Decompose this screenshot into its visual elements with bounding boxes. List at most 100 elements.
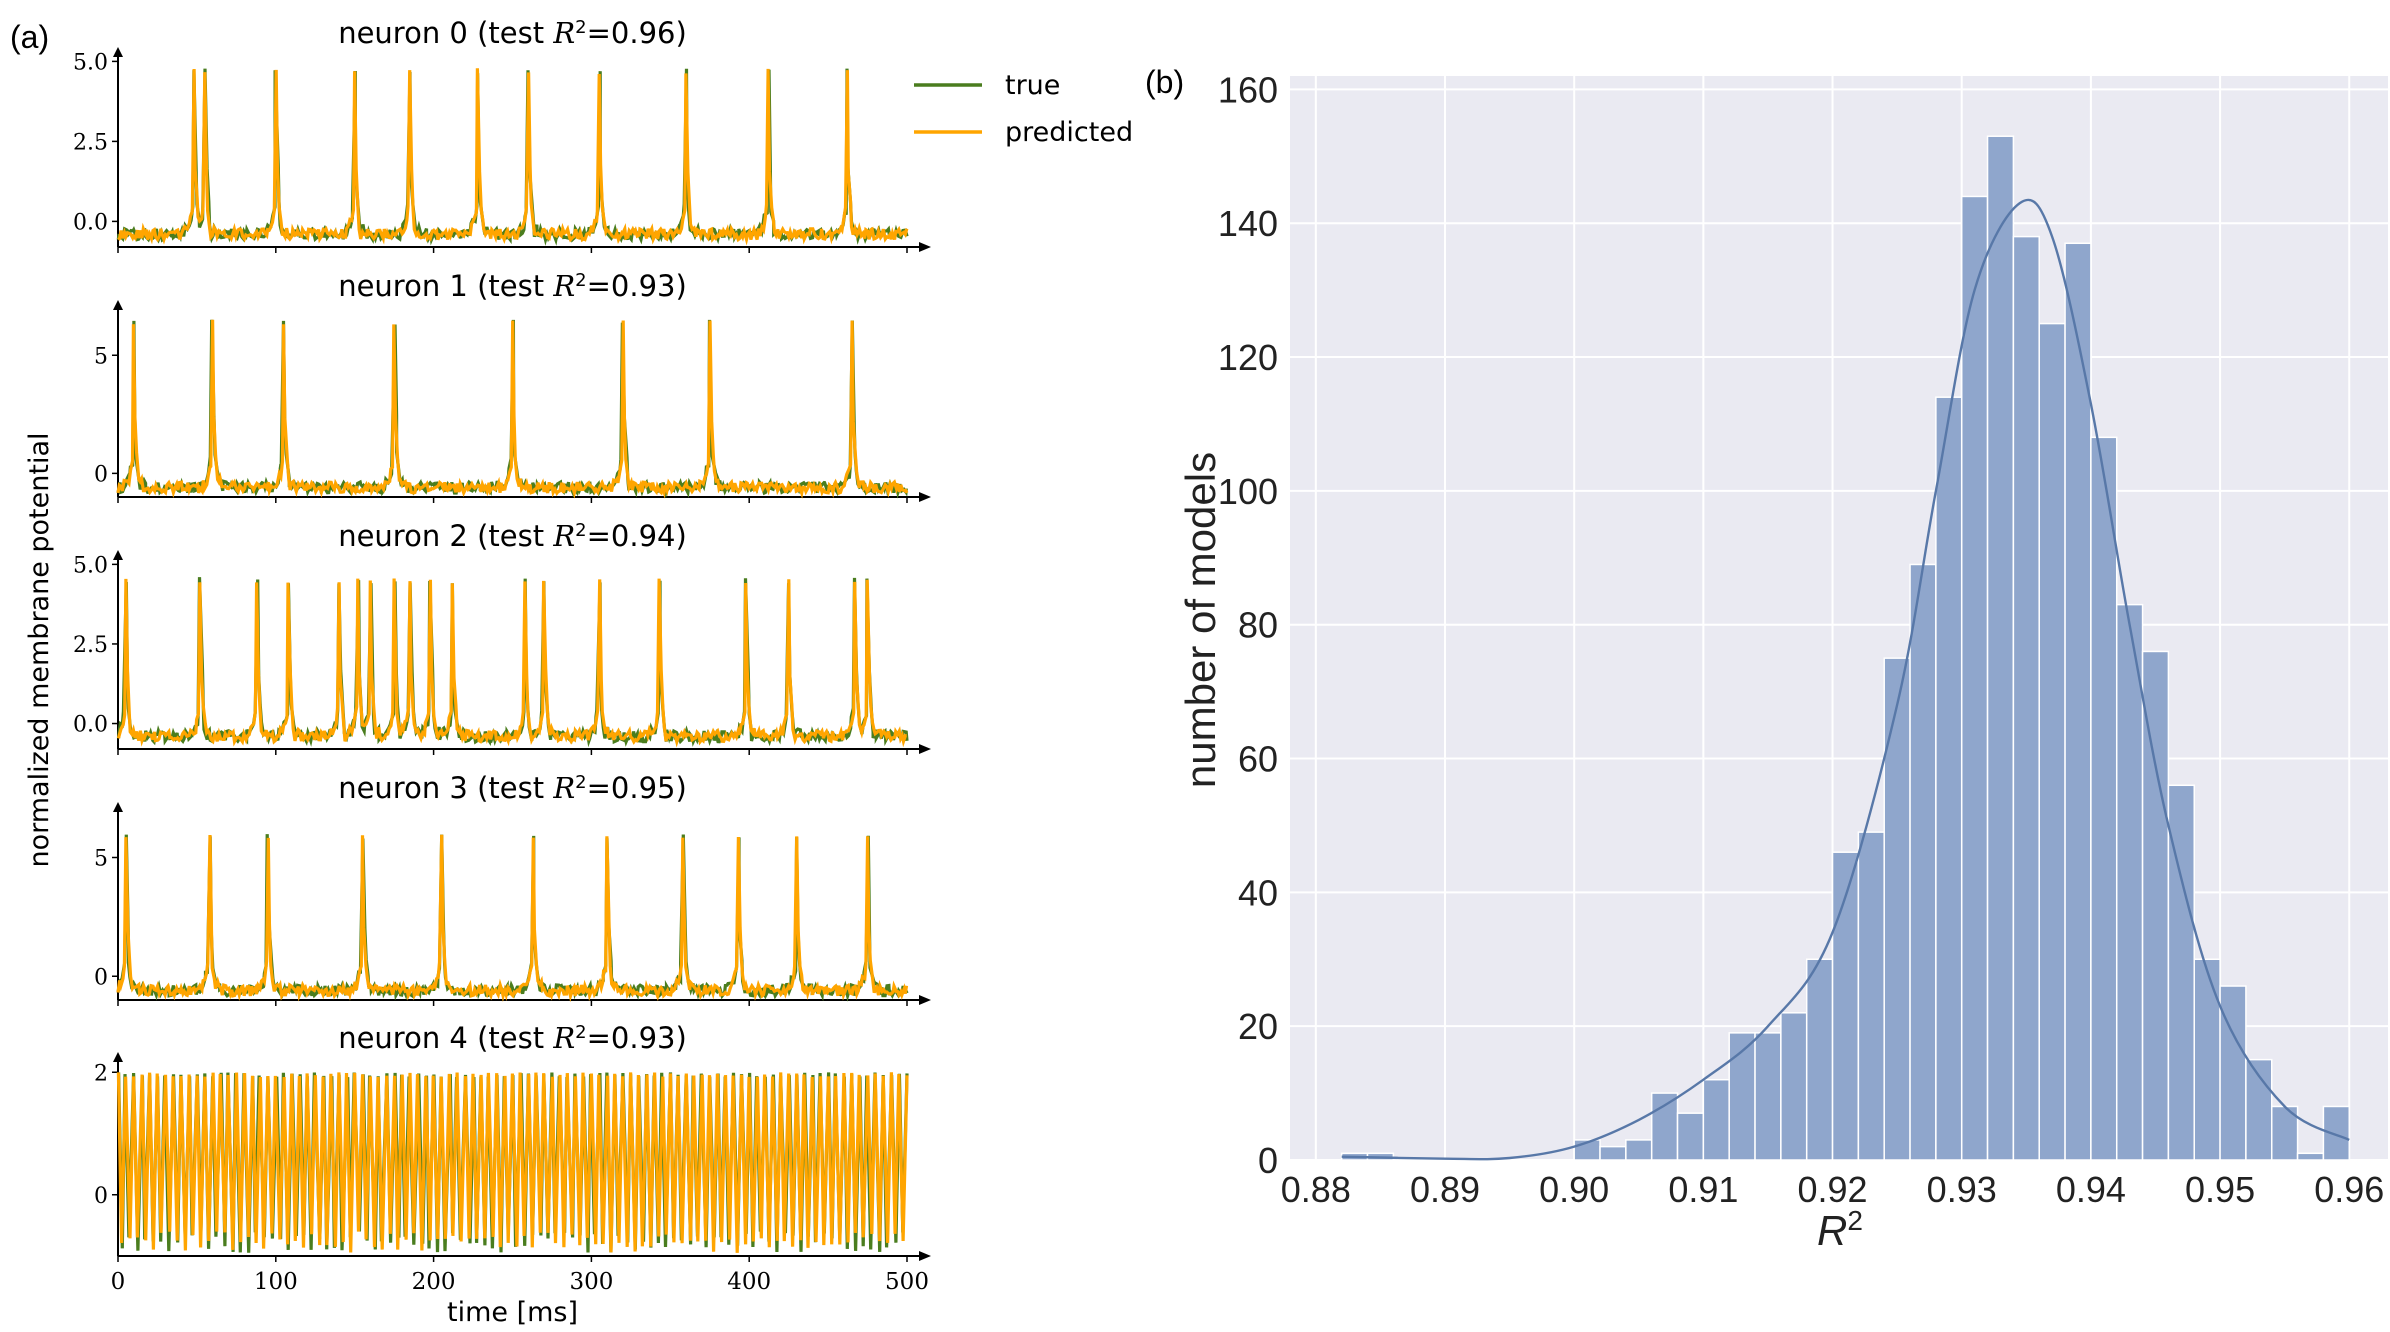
histogram-bar — [2193, 958, 2221, 1161]
predicted-trace — [116, 319, 909, 499]
title-superscript: 2 — [575, 17, 586, 38]
subplot-title: neuron 1 (test R2=0.93) — [338, 269, 687, 303]
x-tick-label: 0.88 — [1281, 1169, 1351, 1210]
histogram-bar — [1986, 135, 2015, 1161]
legend: true predicted — [914, 70, 1133, 148]
title-r2-value: =0.96) — [587, 16, 687, 50]
histogram-bar — [2115, 603, 2144, 1161]
panel-b-ylabel: number of models — [1177, 452, 1224, 788]
predicted-trace — [116, 1072, 909, 1253]
histogram-bar — [1805, 958, 1834, 1161]
y-tick-label: 100 — [1218, 471, 1278, 512]
x-tick-label: 300 — [569, 1269, 613, 1295]
y-tick-label: 2.5 — [73, 130, 108, 155]
predicted-trace — [116, 834, 909, 1003]
y-tick-label: 160 — [1218, 69, 1278, 110]
histogram-bar — [2038, 322, 2066, 1161]
title-r2-value: =0.93) — [587, 1021, 687, 1055]
histogram-bar — [1780, 1012, 1808, 1161]
histogram-bar — [1625, 1139, 1653, 1161]
histogram-bar — [1599, 1145, 1627, 1161]
panel-b-xlabel: R2 — [1817, 1205, 1863, 1255]
histogram-bar — [1857, 831, 1885, 1161]
x-tick-label: 0.90 — [1539, 1169, 1609, 1210]
x-axis-arrow — [919, 744, 931, 754]
histogram-bar — [1935, 396, 1963, 1161]
x-tick-label: 0 — [111, 1269, 126, 1295]
subplot-title: neuron 2 (test R2=0.94) — [338, 519, 687, 553]
y-axis-arrow — [113, 802, 123, 812]
title-superscript: 2 — [575, 520, 586, 541]
neuron-subplot-1: neuron 1 (test R2=0.93) 0 5 — [94, 269, 931, 503]
histogram-bar — [2322, 1105, 2350, 1161]
neuron-subplot-2: neuron 2 (test R2=0.94) 0.0 2.5 5.0 — [73, 519, 931, 755]
x-axis-arrow — [919, 995, 931, 1005]
y-tick-label: 0 — [94, 462, 108, 487]
y-tick-label: 0 — [94, 1184, 108, 1209]
histogram-bar — [1702, 1078, 1730, 1161]
x-tick-label: 0.94 — [2056, 1169, 2126, 1210]
histogram-bar — [2012, 235, 2040, 1161]
y-tick-label: 40 — [1238, 872, 1278, 913]
x-tick-label: 0.95 — [2185, 1169, 2255, 1210]
title-neuron-name: neuron 2 — [338, 519, 477, 553]
legend-label-true: true — [1005, 70, 1060, 101]
title-neuron-name: neuron 0 — [338, 16, 477, 50]
title-test-prefix: (test — [477, 519, 553, 553]
title-r2-value: =0.93) — [587, 269, 687, 303]
x-tick-label: 0.96 — [2314, 1169, 2384, 1210]
histogram-bar — [2141, 650, 2170, 1161]
x-tick-label: 0.89 — [1410, 1169, 1480, 1210]
title-superscript: 2 — [575, 270, 586, 291]
neuron-subplot-0: neuron 0 (test R2=0.96) 0.0 2.5 5.0 — [73, 16, 931, 253]
y-tick-label: 5.0 — [73, 553, 108, 578]
histogram-bar — [1754, 1032, 1782, 1161]
title-neuron-name: neuron 1 — [338, 269, 477, 303]
title-test-prefix: (test — [477, 16, 553, 50]
title-r2-value: =0.94) — [587, 519, 687, 553]
panel-a-neuron-traces: (a) normalized membrane potential neuron 0… — [10, 16, 1133, 1328]
x-axis-arrow — [919, 1251, 931, 1261]
x-tick-label: 100 — [254, 1269, 298, 1295]
title-r-symbol: R — [552, 269, 575, 303]
title-r-symbol: R — [552, 16, 575, 50]
histogram-bar — [1960, 195, 1989, 1161]
title-r2-value: =0.95) — [587, 771, 687, 805]
y-tick-label: 2 — [94, 1061, 108, 1086]
subplot-title: neuron 3 (test R2=0.95) — [338, 771, 687, 805]
panel-a-xlabel: time [ms] — [447, 1297, 578, 1328]
panel-b-label: (b) — [1145, 64, 1184, 100]
y-tick-label: 0 — [1258, 1140, 1278, 1181]
y-tick-label: 120 — [1218, 337, 1278, 378]
title-test-prefix: (test — [477, 269, 553, 303]
neuron-subplot-4: neuron 4 (test R2=0.93)020 100 200 300 400 50… — [94, 1021, 931, 1328]
kde-curve — [1341, 198, 2350, 1161]
y-tick-label: 5.0 — [73, 50, 108, 75]
y-tick-label: 2.5 — [73, 633, 108, 658]
x-tick-label: 0.92 — [1798, 1169, 1868, 1210]
subplot-title: neuron 4 (test R2=0.93) — [338, 1021, 687, 1055]
title-superscript: 2 — [575, 772, 586, 793]
histogram-bar — [2296, 1152, 2325, 1161]
x-tick-label: 200 — [412, 1269, 456, 1295]
y-tick-label: 80 — [1238, 605, 1278, 646]
panel-a-label: (a) — [10, 19, 49, 55]
y-tick-label: 60 — [1238, 739, 1278, 780]
title-r-symbol: R — [552, 771, 575, 805]
title-test-prefix: (test — [477, 1021, 553, 1055]
y-axis-arrow — [113, 300, 123, 310]
title-neuron-name: neuron 4 — [338, 1021, 477, 1055]
histogram-bar — [1909, 563, 1937, 1161]
histogram-bar — [1676, 1112, 1705, 1161]
panel-b-r2-histogram: (b) 0 20 40 60 80 100 120 140 160 0.88 0.89 0.90 0.91… — [1145, 64, 2388, 1254]
title-superscript: 2 — [575, 1022, 586, 1043]
histogram-bar — [1831, 851, 1860, 1161]
y-tick-label: 20 — [1238, 1006, 1278, 1047]
histogram-bar — [2064, 242, 2092, 1161]
y-axis-arrow — [113, 550, 123, 560]
subplot-title: neuron 0 (test R2=0.96) — [338, 16, 687, 50]
true-trace — [116, 834, 909, 1002]
xlabel-superscript: 2 — [1847, 1205, 1863, 1236]
panel-a-ylabel: normalized membrane potential — [24, 432, 55, 867]
y-tick-label: 0 — [94, 965, 108, 990]
